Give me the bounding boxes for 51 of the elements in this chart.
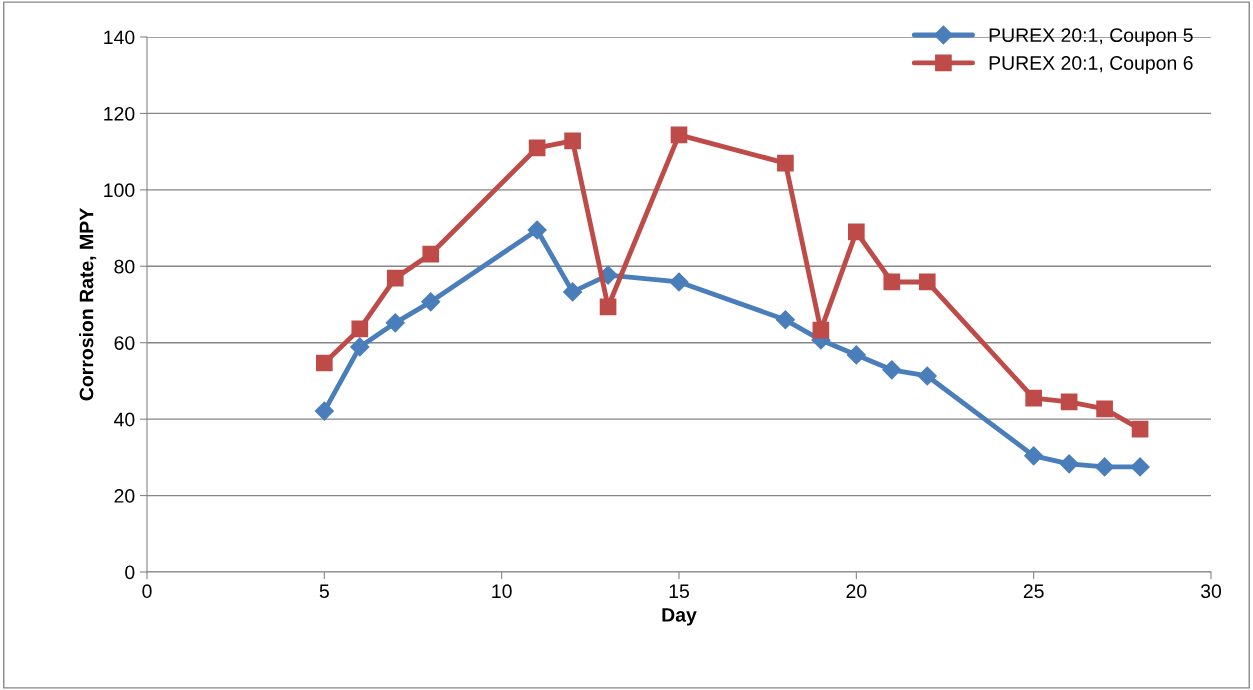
point (883, 273, 901, 291)
point (1130, 457, 1150, 477)
point (812, 321, 830, 339)
point (315, 354, 333, 372)
y-tick-label: 0 (125, 565, 135, 580)
point (1025, 389, 1043, 407)
x-tick-label: 25 (1023, 584, 1044, 599)
x-tick-label: 20 (846, 584, 867, 599)
y-tick-label: 100 (104, 183, 135, 198)
point (1131, 420, 1149, 438)
legend-label: PUREX 20:1, Coupon 5 (989, 28, 1193, 46)
point (1059, 454, 1079, 474)
point (775, 310, 795, 330)
y-tick-label: 60 (114, 336, 135, 350)
point (350, 337, 370, 357)
point (422, 245, 440, 263)
point (669, 272, 689, 292)
point (777, 154, 794, 172)
point (385, 313, 405, 333)
point (670, 126, 688, 144)
x-axis-title: Day (662, 608, 697, 626)
point (528, 139, 546, 157)
point (1095, 457, 1115, 477)
x-tick-label: 5 (319, 584, 329, 599)
y-tick-label: 140 (104, 30, 135, 45)
point (563, 282, 583, 302)
point (917, 366, 937, 386)
point (314, 401, 334, 421)
point (918, 273, 936, 291)
point (421, 292, 441, 312)
point (1024, 446, 1044, 466)
y-tick-label: 20 (114, 489, 135, 503)
point (351, 320, 369, 338)
point (882, 360, 902, 380)
x-tick-label: 10 (492, 584, 512, 599)
point (1096, 400, 1113, 418)
point (564, 132, 581, 150)
y-tick-label: 120 (104, 106, 135, 121)
point (599, 298, 617, 316)
point (527, 220, 547, 240)
point (846, 345, 866, 365)
y-tick-label: 40 (114, 412, 135, 427)
point (1060, 393, 1078, 411)
point (847, 223, 865, 241)
x-tick-label: 15 (669, 584, 689, 599)
x-tick-label: 0 (142, 584, 152, 599)
legend-label: PUREX 20:1, Coupon 6 (989, 56, 1193, 74)
x-tick-label: 30 (1200, 584, 1222, 599)
y-axis-title: Corrosion Rate, MPY (79, 208, 97, 401)
y-tick-label: 80 (114, 259, 135, 274)
point (386, 269, 404, 287)
